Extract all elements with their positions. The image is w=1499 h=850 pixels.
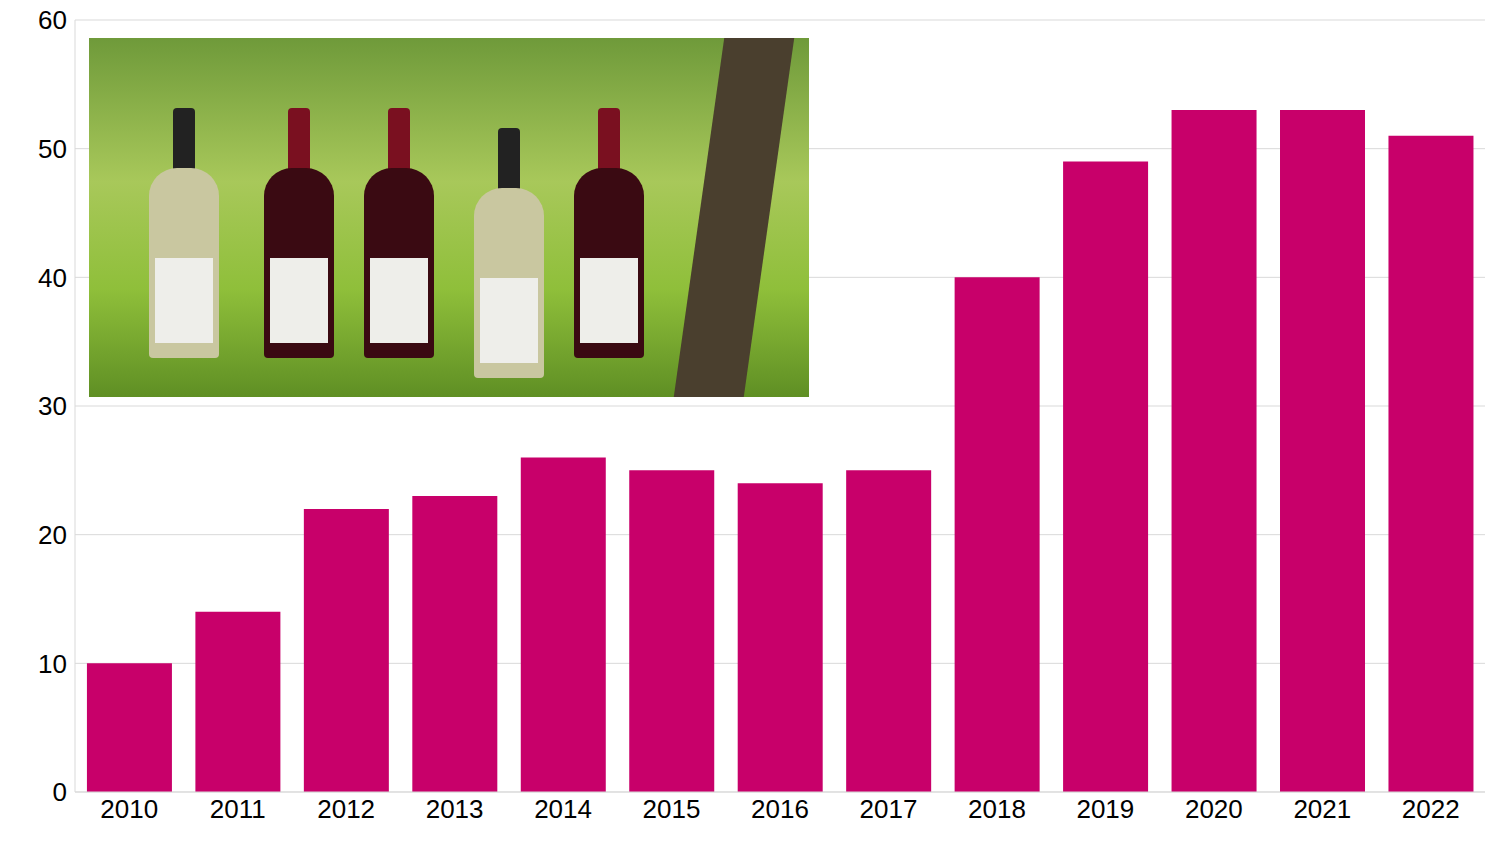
svg-text:2013: 2013: [426, 794, 484, 824]
svg-text:2019: 2019: [1076, 794, 1134, 824]
svg-text:2012: 2012: [317, 794, 375, 824]
svg-text:2011: 2011: [210, 794, 266, 824]
svg-text:2018: 2018: [968, 794, 1026, 824]
svg-text:2014: 2014: [534, 794, 592, 824]
svg-text:2020: 2020: [1185, 794, 1243, 824]
svg-text:0: 0: [53, 777, 67, 807]
svg-text:2016: 2016: [751, 794, 809, 824]
svg-text:10: 10: [38, 649, 67, 679]
svg-text:20: 20: [38, 520, 67, 550]
svg-text:30: 30: [38, 391, 67, 421]
svg-text:2015: 2015: [643, 794, 701, 824]
svg-text:2021: 2021: [1293, 794, 1351, 824]
svg-text:2022: 2022: [1402, 794, 1460, 824]
svg-text:40: 40: [38, 263, 67, 293]
svg-text:2010: 2010: [100, 794, 158, 824]
svg-text:60: 60: [38, 5, 67, 35]
svg-text:2017: 2017: [860, 794, 918, 824]
svg-text:50: 50: [38, 134, 67, 164]
